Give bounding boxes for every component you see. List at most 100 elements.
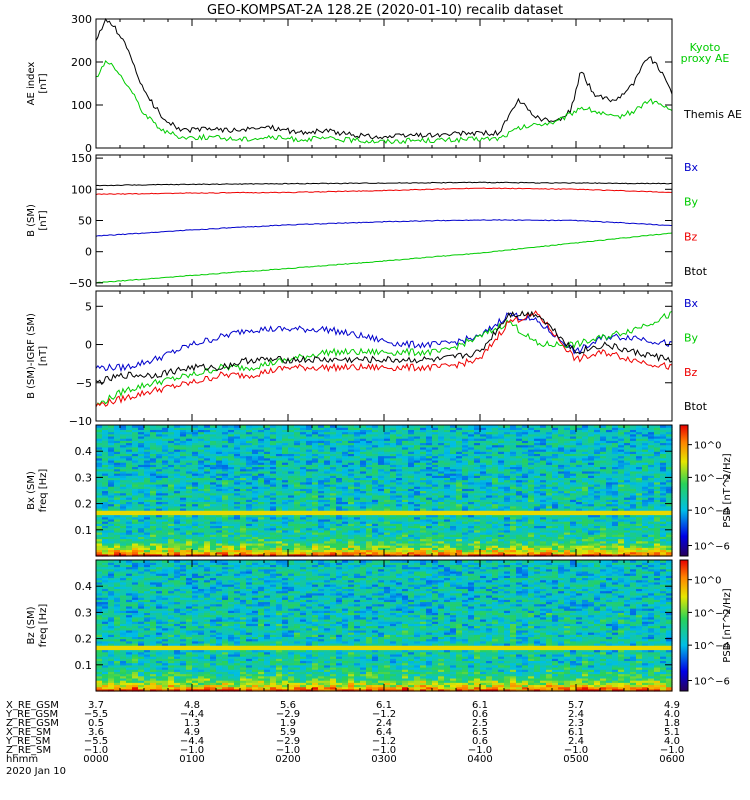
legend-kyoto-proxy-ae-line2: proxy AE [681, 52, 730, 65]
panel-spec_bz-colorbar-ticklabel: 10^−4 [694, 641, 730, 652]
panel-spec_bx-ytick-label: 0.2 [75, 498, 93, 511]
orbit-value: 4.9 [664, 700, 680, 711]
panel-bsm-ytick-label: −50 [69, 277, 92, 290]
orbit-value: 3.7 [88, 700, 104, 711]
panel-bsm-ylabel-unit: [nT] [38, 210, 49, 230]
orbit-value: 0200 [275, 754, 300, 765]
orbit-value: 6.1 [472, 700, 488, 711]
orbit-value: 0300 [371, 754, 396, 765]
panel-spec_bz-ytick-label: 0.4 [75, 580, 93, 593]
orbit-value: 0100 [179, 754, 204, 765]
panel-ae-series-kyoto-proxy-ae [95, 59, 673, 145]
panel-dbsm-ylabel-unit: [nT] [38, 346, 49, 366]
panel-bsm-ytick-label: 150 [71, 152, 92, 165]
panel-dbsm-series-btot [95, 310, 673, 386]
orbit-value: 6.5 [472, 727, 488, 738]
panel-spec_bz-ytick-label: 0.2 [75, 633, 93, 646]
panel-dbsm-ytick-label: 0 [85, 339, 92, 352]
panel-dbsm-series-bz [95, 310, 673, 407]
panel-spec_bx-colorbar-ticklabel: 10^−4 [694, 506, 730, 517]
panel-ae-ytick-label: 0 [85, 142, 92, 155]
panel-bsm-ytick-label: 100 [71, 183, 92, 196]
orbit-value: 1.3 [184, 718, 200, 729]
orbit-value: 1.8 [664, 718, 680, 729]
orbit-value: 5.6 [280, 700, 296, 711]
panel-spec_bz-ylabel-unit: freq [Hz] [38, 604, 49, 648]
panel-dbsm-ytick-label: 5 [85, 300, 92, 313]
panel-ae-series-themis-ae [95, 17, 673, 140]
panel-spec_bz-colorbar-ticklabel: 10^−2 [694, 608, 730, 619]
orbit-value: 0.6 [472, 709, 488, 720]
panel-bsm-series-btot [95, 181, 673, 187]
orbit-row-label-5: Z_RE_SM [6, 745, 51, 756]
orbit-value: −5.5 [84, 736, 108, 747]
legend-kyoto-proxy-ae: Kyoto [690, 41, 721, 54]
panel-spec_bz-spectrogram [96, 560, 673, 692]
orbit-row-label-2: Z_RE_GSM [6, 718, 59, 729]
panel-dbsm-legend-by: By [684, 331, 699, 344]
panel-bsm-ytick-label: 0 [85, 246, 92, 259]
panel-bsm-legend-btot: Btot [684, 265, 708, 278]
orbit-value: −1.0 [372, 745, 396, 756]
panel-ae-ytick-label: 300 [71, 13, 92, 26]
panel-spec_bx-colorbar-ticklabel: 10^0 [694, 441, 721, 452]
orbit-value: 0.5 [88, 718, 104, 729]
panel-ae-ytick-label: 100 [71, 99, 92, 112]
orbit-value: −1.0 [660, 745, 684, 756]
orbit-value: 6.1 [568, 727, 584, 738]
panel-spec_bx-colorbar-label: PSD [nT^2/Hz] [722, 453, 733, 527]
panel-bsm-legend-by: By [684, 196, 699, 209]
panel-spec_bx-colorbar-ticklabel: 10^−6 [694, 542, 730, 553]
panel-dbsm-legend-btot: Btot [684, 400, 708, 413]
orbit-value: 2.5 [472, 718, 488, 729]
panel-dbsm-ytick-label: −10 [69, 415, 92, 428]
panel-bsm-legend-bz: Bz [684, 230, 698, 243]
orbit-value: 0400 [467, 754, 492, 765]
panel-dbsm-series-bx [95, 312, 673, 373]
orbit-value: 4.8 [184, 700, 200, 711]
panel-dbsm-legend-bz: Bz [684, 366, 698, 379]
orbit-row-label-1: Y_RE_GSM [5, 709, 58, 720]
panel-spec_bx-ylabel-unit: freq [Hz] [38, 469, 49, 513]
orbit-value: 0.6 [472, 736, 488, 747]
orbit-value: 6.4 [376, 727, 392, 738]
orbit-value: 5.1 [664, 727, 680, 738]
panel-spec_bz-colorbar-ticklabel: 10^0 [694, 576, 721, 587]
orbit-value: −1.0 [180, 745, 204, 756]
orbit-row-label-6: hhmm [6, 754, 38, 765]
panel-spec_bz-colorbar [679, 559, 689, 692]
panel-spec_bz-colorbar-ticklabel: 10^−6 [694, 677, 730, 688]
panel-bsm-ylabel: B (SM) [26, 204, 37, 237]
panel-ae-ytick-label: 200 [71, 56, 92, 69]
panel-spec_bz-colorbar-label: PSD [nT^2/Hz] [722, 588, 733, 662]
panel-ae-frame [95, 18, 673, 149]
orbit-value: −1.0 [564, 745, 588, 756]
panel-bsm-series-bz [95, 187, 672, 196]
panel-dbsm-legend-bx: Bx [684, 297, 699, 310]
panel-spec_bx-spectrogram [96, 425, 673, 557]
orbit-value: −2.9 [276, 736, 300, 747]
chart-title: GEO-KOMPSAT-2A 128.2E (2020-01-10) recal… [207, 3, 563, 18]
orbit-value: 0000 [83, 754, 108, 765]
orbit-row-label-7: 2020 Jan 10 [6, 766, 66, 777]
orbit-value: 0600 [659, 754, 684, 765]
orbit-row-label-0: X_RE_GSM [6, 700, 59, 711]
orbit-value: −2.9 [276, 709, 300, 720]
panel-dbsm-ytick-label: −5 [76, 377, 92, 390]
orbit-value: −1.2 [372, 709, 396, 720]
panel-spec_bx-colorbar [679, 424, 689, 557]
panel-bsm-ytick-label: 50 [78, 215, 92, 228]
panel-spec_bz-ytick-label: 0.1 [75, 659, 93, 672]
panel-spec_bx-ytick-label: 0.4 [75, 445, 93, 458]
panel-spec_bx-colorbar-ticklabel: 10^−2 [694, 473, 730, 484]
panel-ae-ylabel-unit: [nT] [38, 73, 49, 93]
orbit-value: 4.0 [664, 709, 680, 720]
panel-bsm-series-by [95, 232, 673, 284]
orbit-value: 2.4 [568, 709, 584, 720]
orbit-value: 2.4 [568, 736, 584, 747]
panel-spec_bx-ytick-label: 0.1 [75, 524, 93, 537]
orbit-value: 4.9 [184, 727, 200, 738]
orbit-value: 4.0 [664, 736, 680, 747]
